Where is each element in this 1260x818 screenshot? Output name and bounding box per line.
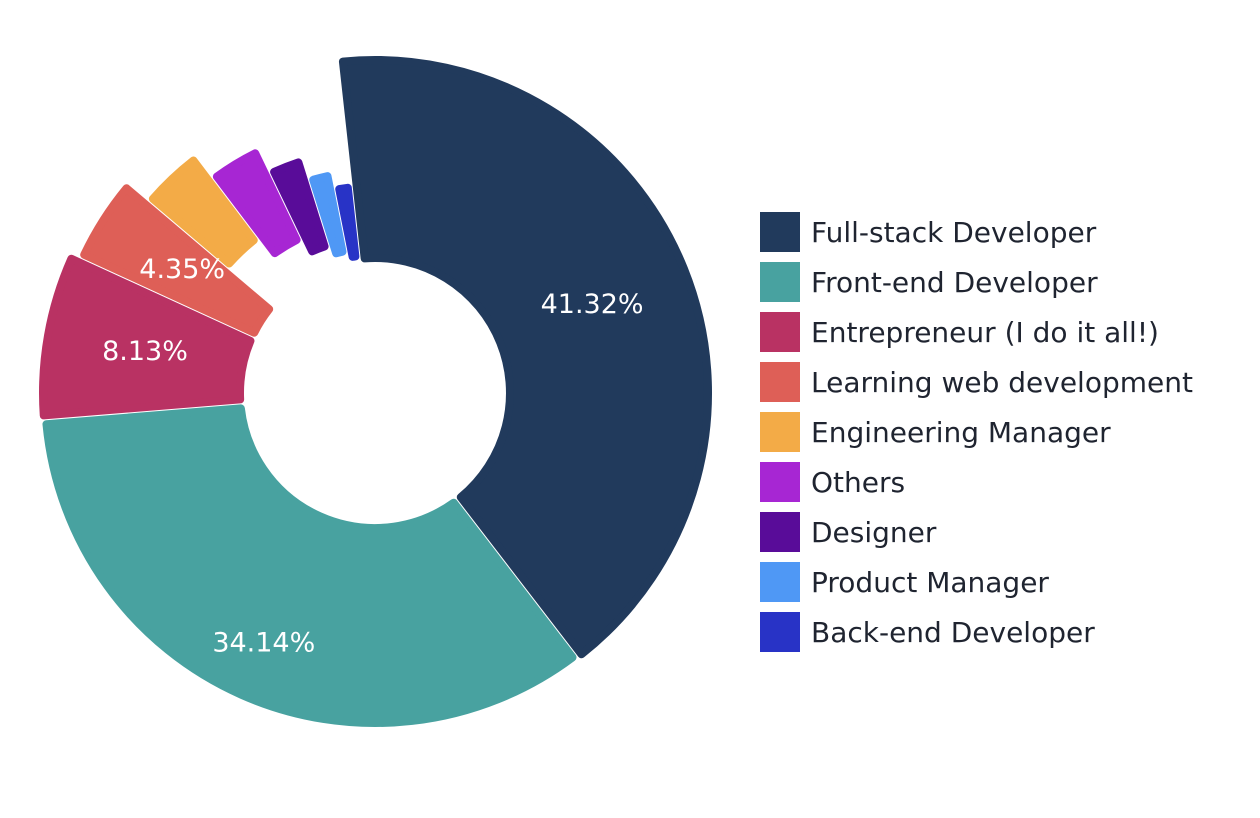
slice-engineering-manager[interactable] <box>148 156 258 268</box>
data-label-front-end-developer: 34.14% <box>212 628 315 659</box>
legend-label: Full-stack Developer <box>811 215 1097 249</box>
legend-label: Designer <box>811 515 937 549</box>
legend-swatch <box>760 212 800 252</box>
legend-label: Engineering Manager <box>811 415 1111 449</box>
legend-swatch <box>760 512 800 552</box>
legend-item-back-end-developer[interactable]: Back-end Developer <box>760 607 1193 657</box>
slice-entrepreneur-i-do-it-all[interactable] <box>39 254 255 420</box>
data-label-learning-web-development: 4.35% <box>139 254 225 285</box>
slice-front-end-developer[interactable] <box>42 404 577 727</box>
slice-product-manager[interactable] <box>309 172 347 258</box>
slice-others[interactable] <box>212 149 301 258</box>
legend-item-front-end-developer[interactable]: Front-end Developer <box>760 257 1193 307</box>
legend-label: Product Manager <box>811 565 1049 599</box>
legend-item-learning-web-development[interactable]: Learning web development <box>760 357 1193 407</box>
legend-label: Others <box>811 465 906 499</box>
legend-swatch <box>760 312 800 352</box>
data-label-full-stack-developer: 41.32% <box>541 289 644 320</box>
legend-item-product-manager[interactable]: Product Manager <box>760 557 1193 607</box>
legend-item-engineering-manager[interactable]: Engineering Manager <box>760 407 1193 457</box>
legend-swatch <box>760 562 800 602</box>
chart-legend: Full-stack Developer Front-end Developer E… <box>760 207 1193 657</box>
legend-item-designer[interactable]: Designer <box>760 507 1193 557</box>
slice-back-end-developer[interactable] <box>335 183 360 261</box>
donut-slices <box>39 56 712 727</box>
legend-label: Learning web development <box>811 365 1193 399</box>
legend-swatch <box>760 612 800 652</box>
legend-item-others[interactable]: Others <box>760 457 1193 507</box>
legend-item-full-stack-developer[interactable]: Full-stack Developer <box>760 207 1193 257</box>
legend-label: Entrepreneur (I do it all!) <box>811 315 1159 349</box>
legend-swatch <box>760 262 800 302</box>
legend-swatch <box>760 362 800 402</box>
slice-designer[interactable] <box>270 158 329 256</box>
legend-swatch <box>760 462 800 502</box>
donut-labels: 41.32% 34.14% 8.13% 4.35% <box>102 254 643 659</box>
slice-learning-web-development[interactable] <box>80 184 274 337</box>
data-label-entrepreneur-i-do-it-all: 8.13% <box>102 336 188 367</box>
legend-label: Back-end Developer <box>811 615 1095 649</box>
legend-item-entrepreneur-i-do-it-all[interactable]: Entrepreneur (I do it all!) <box>760 307 1193 357</box>
legend-swatch <box>760 412 800 452</box>
slice-full-stack-developer[interactable] <box>338 56 712 659</box>
legend-label: Front-end Developer <box>811 265 1098 299</box>
